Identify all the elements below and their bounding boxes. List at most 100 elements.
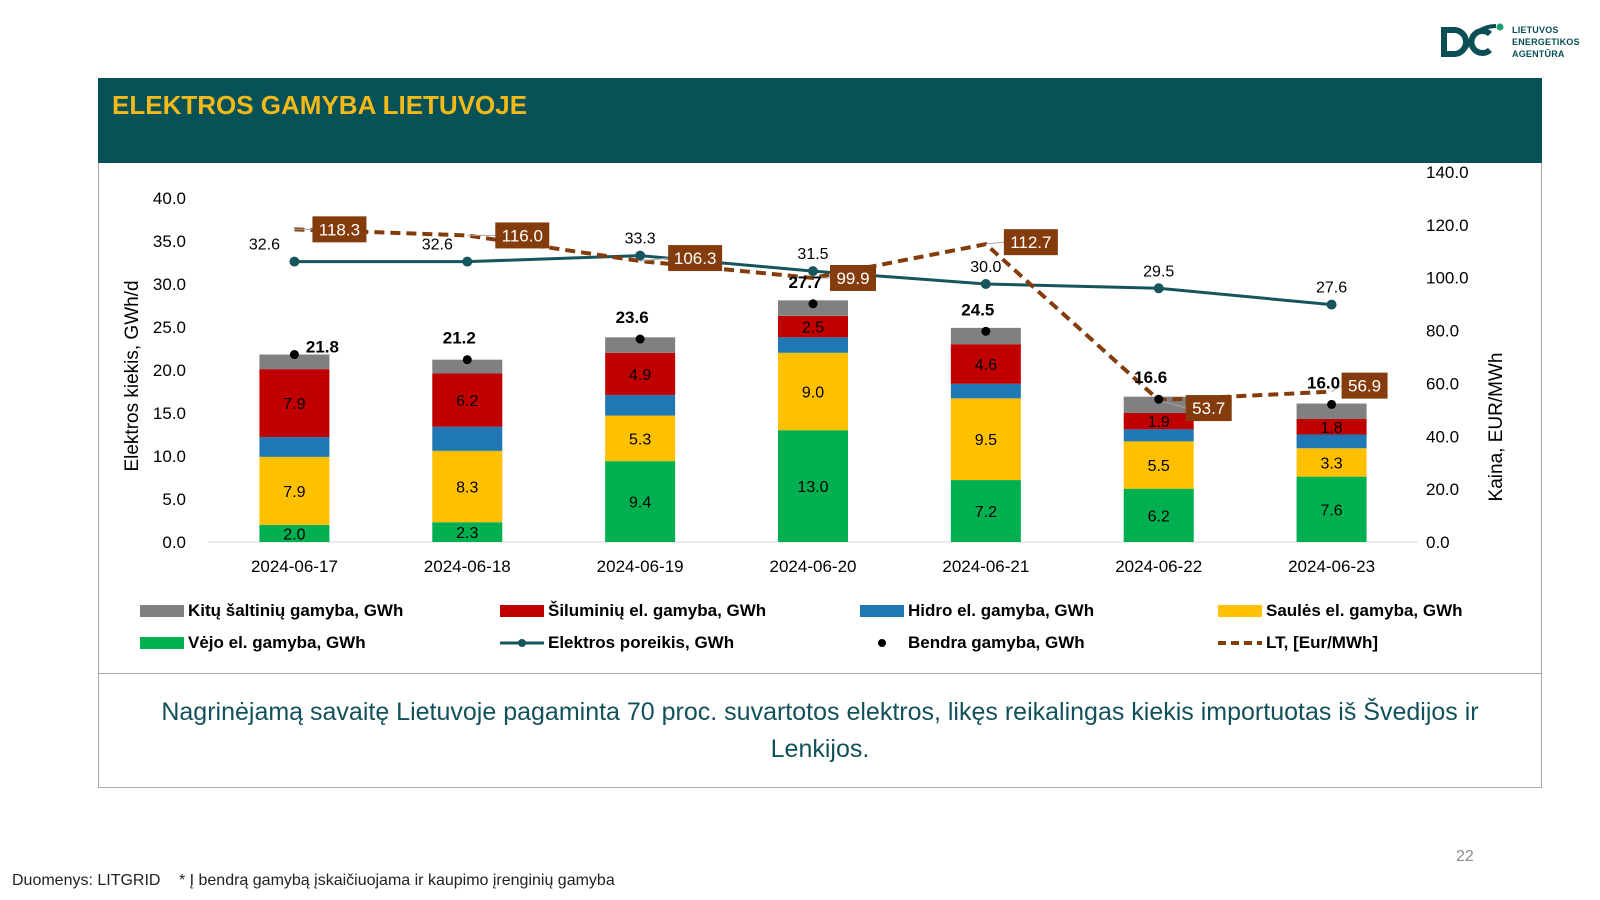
y-axis-left: 0.0 5.0 10.0 15.0 20.0 25.0 30.0 35.0 40.0 [153,189,186,552]
legend-swatch-total [878,639,886,647]
bar-segment-hydro [778,337,848,353]
total-value-label: 16.6 [1134,368,1167,387]
bar-segment-thermal [1123,413,1194,430]
bar-segment-thermal [605,352,676,395]
legend-swatch-price [1218,641,1262,645]
legend-item-other: Kitų šaltinių gamyba, GWh [140,600,403,622]
price-label-box [1003,229,1058,256]
y-right-tick-label: 60.0 [1426,374,1459,393]
bar-value-label-solar: 9.5 [975,432,997,449]
y-axis-right-title: Kaina, EUR/MWh [1486,353,1507,502]
bar-value-label-thermal: 4.6 [975,357,997,374]
bar-segment-hydro [950,383,1021,399]
bar-segment-other [605,337,676,353]
bar-segment-other [432,359,503,374]
demand-value-label: 33.3 [625,231,656,248]
price-label-leader [1331,385,1342,393]
bar-segment-wind [432,522,503,542]
legend-label-solar: Saulės el. gamyba, GWh [1266,601,1463,620]
bar-segment-thermal [778,315,848,338]
bar-segment-wind [259,524,330,542]
bar-value-label-wind: 2.0 [283,526,305,543]
legend-item-thermal: Šiluminių el. gamyba, GWh [500,600,766,622]
legend-swatch-solar [1218,605,1262,617]
y-left-tick-label: 40.0 [153,189,186,208]
bar-segment-solar [950,398,1021,481]
demand-line-group: 32.6 32.6 33.3 31.5 30.0 29.5 27.6 [249,231,1347,310]
x-tick-label: 2024-06-19 [597,557,684,576]
y-axis-right: 0.0 20.0 40.0 60.0 80.0 100.0 120.0 140.0 [1426,163,1469,552]
legend-label-wind: Vėjo el. gamyba, GWh [188,633,366,652]
bar-segment-wind [778,430,848,542]
legend-swatch-demand [500,639,544,647]
price-value-label: 53.7 [1192,399,1225,418]
y-right-tick-label: 0.0 [1426,533,1450,552]
y-right-tick-label: 140.0 [1426,163,1469,182]
y-left-tick-label: 5.0 [162,490,186,509]
y-left-tick-label: 10.0 [153,447,186,466]
x-tick-label: 2024-06-22 [1115,557,1202,576]
slide-title: ELEKTROS GAMYBA LIETUVOJE [112,90,528,120]
total-point [462,355,472,365]
demand-point [635,250,646,261]
bar-segment-hydro [1296,434,1367,449]
total-point [1327,399,1337,409]
bar-segment-solar [778,352,848,431]
legend-label-total: Bendra gamyba, GWh [908,633,1085,652]
bar-segment-solar [1296,448,1367,477]
demand-value-label: 29.5 [1143,263,1174,280]
demand-value-label: 32.6 [249,237,280,254]
demand-point [1153,283,1164,294]
x-tick-label: 2024-06-21 [942,557,1029,576]
bar-segment-wind [950,480,1021,542]
demand-value-label: 30.0 [970,259,1001,276]
legend-item-wind: Vėjo el. gamyba, GWh [140,632,366,654]
title-bar: ELEKTROS GAMYBA LIETUVOJE [98,78,1542,163]
agency-logo-mark-icon [1441,23,1504,57]
y-left-tick-label: 20.0 [153,361,186,380]
price-value-label: 116.0 [502,226,543,245]
price-value-label: 112.7 [1010,233,1051,252]
total-point [808,299,818,309]
bars-group: 2.0 7.9 7.9 2.3 8.3 6.2 9.4 5.3 4.9 13.0 9.0 2.5 7.2… [259,300,1367,543]
bar-segment-solar [1123,441,1194,489]
total-value-label: 23.6 [616,308,649,327]
bar-value-label-thermal: 1.8 [1320,420,1342,437]
footnote-source: Duomenys: LITGRID [12,872,161,889]
total-points-group: 21.8 21.2 23.6 27.7 24.5 16.6 16.0 [289,273,1340,409]
demand-value-label: 27.6 [1316,280,1347,297]
legend-label-thermal: Šiluminių el. gamyba, GWh [548,601,767,620]
footnote-note: * Į bendrą gamybą įskaičiuojama ir kaupi… [178,872,615,889]
agency-logo: LIETUVOS ENERGETIKOS AGENTŪRA [1440,22,1590,66]
y-left-tick-label: 15.0 [153,404,186,423]
y-right-tick-label: 100.0 [1426,269,1469,288]
demand-point [808,266,818,277]
total-value-label: 21.8 [306,338,339,357]
summary-divider [98,673,1542,674]
price-value-label: 106.3 [674,249,717,268]
price-value-label: 99.9 [836,269,869,288]
bar-value-label-wind: 7.2 [975,504,997,521]
legend-item-demand: Elektros poreikis, GWh [500,632,734,654]
x-tick-label: 2024-06-17 [251,557,338,576]
y-left-tick-label: 25.0 [153,318,186,337]
demand-value-label: 32.6 [422,237,453,254]
bar-value-label-thermal: 1.9 [1148,414,1170,431]
y-left-tick-label: 30.0 [153,275,186,294]
bar-value-label-thermal: 4.9 [629,367,651,384]
bar-segment-solar [259,456,330,525]
y-right-tick-label: 40.0 [1426,427,1459,446]
legend-item-solar: Saulės el. gamyba, GWh [1218,600,1463,622]
legend-swatch-hydro [860,605,904,617]
legend-swatch-thermal [500,605,544,617]
legend-label-price: LT, [Eur/MWh] [1266,633,1379,652]
total-value-label: 24.5 [961,300,994,319]
bar-value-label-wind: 13.0 [797,479,828,496]
demand-point [1326,299,1337,310]
bar-segment-hydro [605,394,676,416]
price-label-leader [640,257,669,262]
x-tick-label: 2024-06-20 [770,557,857,576]
legend-swatch-wind [140,637,184,649]
bar-value-label-thermal: 2.5 [802,320,824,337]
footnote: Duomenys: LITGRID * Į bendrą gamybą įska… [12,872,629,890]
